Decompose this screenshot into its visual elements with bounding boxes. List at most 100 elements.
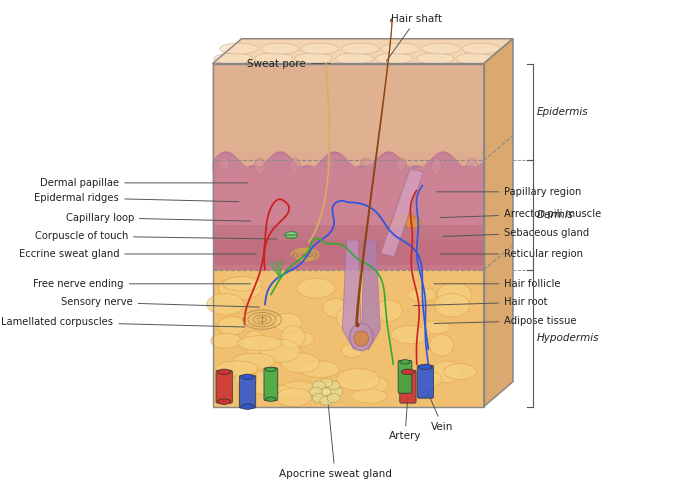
Text: Sensory nerve: Sensory nerve [61, 297, 260, 307]
Ellipse shape [238, 336, 282, 351]
Text: Hair root: Hair root [414, 297, 548, 307]
Ellipse shape [327, 394, 340, 402]
Polygon shape [212, 170, 484, 270]
Ellipse shape [219, 158, 230, 170]
Ellipse shape [241, 404, 254, 409]
Text: Dermis: Dermis [536, 210, 573, 220]
Ellipse shape [320, 378, 333, 387]
Ellipse shape [218, 277, 262, 299]
Ellipse shape [297, 278, 335, 298]
Text: Papillary region: Papillary region [437, 187, 581, 197]
Ellipse shape [220, 43, 258, 54]
Ellipse shape [430, 334, 454, 356]
Ellipse shape [422, 43, 460, 54]
Ellipse shape [207, 294, 244, 315]
Ellipse shape [251, 372, 274, 394]
Ellipse shape [290, 158, 300, 172]
Ellipse shape [431, 361, 462, 383]
Ellipse shape [320, 396, 333, 405]
Text: Arrector pili muscle: Arrector pili muscle [440, 208, 602, 218]
Polygon shape [381, 169, 424, 256]
Ellipse shape [408, 288, 436, 302]
Ellipse shape [281, 353, 320, 373]
Polygon shape [362, 240, 380, 350]
FancyBboxPatch shape [398, 360, 412, 393]
Ellipse shape [434, 294, 470, 317]
Ellipse shape [350, 324, 373, 350]
Text: Eccrine sweat gland: Eccrine sweat gland [19, 249, 256, 259]
Ellipse shape [241, 374, 254, 380]
Text: Dermal papillae: Dermal papillae [40, 178, 248, 188]
Polygon shape [212, 64, 484, 170]
Ellipse shape [266, 397, 276, 402]
Ellipse shape [327, 381, 340, 390]
Polygon shape [342, 240, 362, 350]
Ellipse shape [301, 43, 339, 54]
FancyBboxPatch shape [239, 376, 255, 408]
Ellipse shape [376, 53, 413, 64]
Text: Sweat pore: Sweat pore [247, 58, 330, 68]
Ellipse shape [323, 298, 349, 317]
Ellipse shape [281, 381, 318, 399]
Text: Sebaceous gland: Sebaceous gland [443, 228, 589, 237]
Ellipse shape [405, 217, 422, 228]
Ellipse shape [400, 370, 442, 389]
Ellipse shape [444, 364, 476, 380]
Ellipse shape [330, 387, 343, 396]
Ellipse shape [400, 360, 410, 364]
Polygon shape [212, 150, 484, 270]
Polygon shape [212, 38, 513, 64]
Ellipse shape [381, 43, 419, 54]
Text: Hair shaft: Hair shaft [386, 14, 442, 62]
Ellipse shape [274, 314, 302, 332]
Ellipse shape [266, 367, 276, 372]
Ellipse shape [419, 364, 432, 370]
Ellipse shape [309, 387, 322, 396]
Ellipse shape [216, 361, 258, 376]
Ellipse shape [218, 369, 230, 374]
Ellipse shape [360, 376, 388, 394]
Text: Adipose tissue: Adipose tissue [434, 316, 577, 326]
Ellipse shape [354, 331, 369, 346]
Ellipse shape [214, 53, 252, 64]
Ellipse shape [322, 388, 331, 396]
Polygon shape [484, 38, 513, 406]
FancyBboxPatch shape [417, 366, 433, 398]
Text: Epidermal ridges: Epidermal ridges [34, 193, 239, 203]
FancyBboxPatch shape [216, 370, 232, 403]
Ellipse shape [283, 331, 314, 347]
Ellipse shape [422, 321, 450, 334]
Text: Vein: Vein [426, 390, 454, 432]
Text: Reticular region: Reticular region [440, 249, 583, 259]
Ellipse shape [376, 300, 402, 322]
Ellipse shape [299, 361, 339, 378]
Ellipse shape [431, 158, 442, 174]
Ellipse shape [232, 354, 275, 370]
Ellipse shape [313, 381, 325, 390]
Ellipse shape [285, 232, 297, 238]
Ellipse shape [391, 217, 408, 228]
Polygon shape [212, 64, 484, 160]
Ellipse shape [211, 334, 242, 348]
Ellipse shape [276, 388, 311, 406]
Ellipse shape [398, 212, 415, 223]
Ellipse shape [325, 158, 336, 168]
Ellipse shape [391, 326, 430, 344]
FancyBboxPatch shape [400, 370, 416, 403]
Text: Epidermis: Epidermis [536, 107, 588, 117]
Ellipse shape [467, 158, 477, 172]
Ellipse shape [352, 389, 387, 403]
Text: Hair follicle: Hair follicle [434, 279, 560, 289]
Ellipse shape [254, 158, 265, 174]
Polygon shape [212, 152, 484, 176]
Ellipse shape [281, 326, 305, 348]
Ellipse shape [243, 330, 265, 354]
Ellipse shape [218, 399, 230, 404]
Text: Capillary loop: Capillary loop [66, 212, 251, 222]
Ellipse shape [341, 344, 363, 358]
Text: Corpuscle of touch: Corpuscle of touch [35, 231, 277, 241]
Ellipse shape [336, 306, 366, 330]
Ellipse shape [456, 53, 494, 64]
Ellipse shape [235, 370, 257, 386]
Ellipse shape [401, 369, 415, 374]
